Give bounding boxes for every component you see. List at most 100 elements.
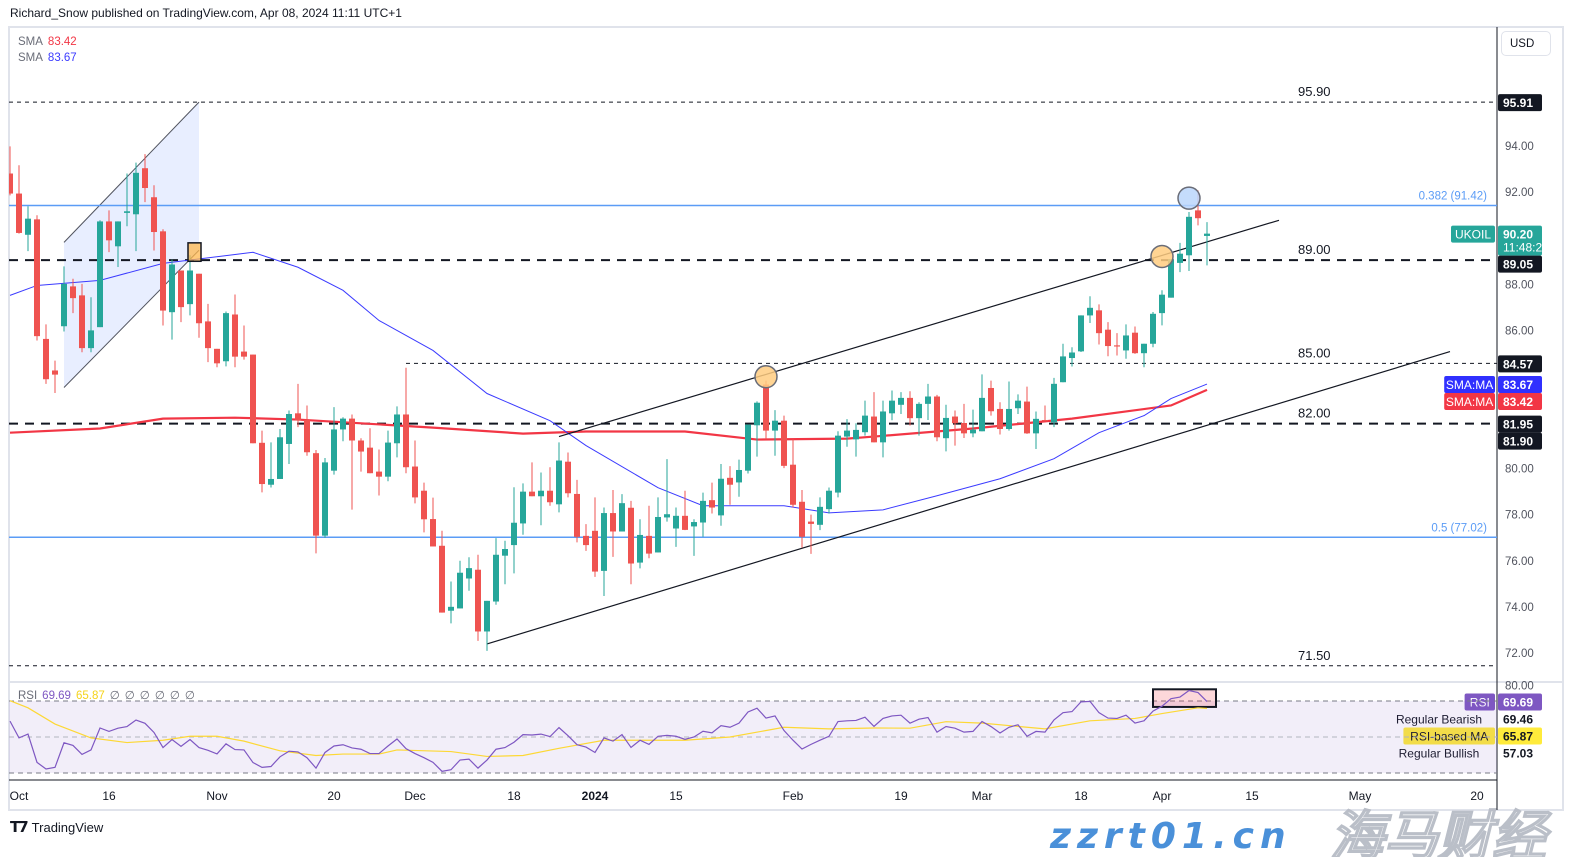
candle[interactable]	[475, 554, 481, 641]
legend-sma-slow[interactable]: SMA 83.42	[18, 34, 77, 50]
candle[interactable]	[574, 479, 580, 543]
candle[interactable]	[1033, 411, 1039, 450]
candle[interactable]	[1168, 259, 1174, 298]
rsi-legend[interactable]: RSI 69.69 65.87 ∅ ∅ ∅ ∅ ∅ ∅	[18, 688, 200, 702]
axis-badge[interactable]: 89.05	[1498, 255, 1542, 273]
candle[interactable]	[718, 463, 724, 526]
candle[interactable]	[871, 392, 877, 443]
candle[interactable]	[124, 173, 130, 227]
tradingview-logo[interactable]: T7 TradingView	[10, 818, 103, 836]
candle[interactable]	[403, 367, 409, 474]
candle[interactable]	[664, 459, 670, 522]
rsi-divergence-box[interactable]	[1152, 688, 1217, 708]
candle[interactable]	[781, 415, 787, 469]
candle[interactable]	[520, 483, 526, 535]
candle[interactable]	[727, 466, 733, 505]
candle[interactable]	[106, 210, 112, 253]
candle[interactable]	[529, 462, 535, 497]
candle[interactable]	[1069, 347, 1075, 367]
candle[interactable]	[133, 162, 139, 252]
legend-sma-fast[interactable]: SMA 83.67	[18, 50, 77, 66]
candle[interactable]	[655, 497, 661, 553]
candle[interactable]	[250, 354, 256, 444]
candle[interactable]	[925, 383, 931, 420]
candle[interactable]	[709, 482, 715, 514]
candle[interactable]	[1105, 322, 1111, 357]
axis-badge[interactable]: 83.67 SMA:MA	[1444, 376, 1542, 394]
rsi-pane[interactable]	[9, 688, 1497, 774]
candle[interactable]	[43, 324, 49, 384]
candle[interactable]	[907, 391, 913, 426]
candle[interactable]	[142, 154, 148, 203]
candle[interactable]	[961, 403, 967, 438]
candle[interactable]	[736, 459, 742, 497]
candle[interactable]	[268, 442, 274, 488]
candle[interactable]	[457, 560, 463, 609]
candle[interactable]	[835, 431, 841, 498]
candle[interactable]	[997, 402, 1003, 435]
candle[interactable]	[466, 557, 472, 591]
candle[interactable]	[754, 401, 760, 457]
candle[interactable]	[1123, 324, 1129, 359]
candle[interactable]	[394, 406, 400, 458]
candle[interactable]	[862, 400, 868, 436]
candle[interactable]	[214, 348, 220, 368]
candle[interactable]	[1006, 381, 1012, 431]
candle[interactable]	[1096, 304, 1102, 345]
candle[interactable]	[97, 220, 103, 328]
axis-badge[interactable]: 81.90	[1498, 432, 1542, 450]
candle[interactable]	[178, 270, 184, 323]
candle[interactable]	[385, 430, 391, 482]
candle[interactable]	[646, 505, 652, 559]
candle[interactable]	[583, 524, 589, 551]
candle[interactable]	[439, 530, 445, 613]
candle[interactable]	[412, 440, 418, 504]
candle[interactable]	[286, 410, 292, 464]
candle[interactable]	[970, 409, 976, 438]
candle[interactable]	[1204, 222, 1210, 266]
candle[interactable]	[151, 185, 157, 251]
marker-circle[interactable]	[1150, 244, 1174, 269]
candle[interactable]	[52, 360, 58, 394]
candle[interactable]	[601, 507, 607, 596]
candle[interactable]	[1141, 343, 1147, 368]
candle[interactable]	[421, 482, 427, 533]
candle[interactable]	[988, 380, 994, 416]
axis-badge[interactable]: 95.91	[1498, 94, 1542, 112]
axis-badge[interactable]: 83.42 SMA:MA	[1444, 393, 1542, 411]
candle[interactable]	[1114, 333, 1120, 356]
candle[interactable]	[1042, 405, 1048, 422]
candle[interactable]	[673, 507, 679, 547]
marker-circle[interactable]	[1177, 186, 1201, 210]
candle[interactable]	[1132, 326, 1138, 354]
flag-channel-lower-line[interactable]	[63, 249, 200, 388]
candle[interactable]	[115, 221, 121, 268]
rsi-line[interactable]	[9, 689, 1208, 773]
currency-button[interactable]: USD	[1501, 31, 1551, 56]
candle[interactable]	[556, 442, 562, 513]
candle[interactable]	[898, 392, 904, 415]
candle[interactable]	[610, 490, 616, 557]
candle[interactable]	[1015, 394, 1021, 415]
candle[interactable]	[979, 374, 985, 432]
axis-badge[interactable]: 69.46 Regular Bearish	[1383, 710, 1542, 728]
candle[interactable]	[70, 278, 76, 314]
candle[interactable]	[367, 428, 373, 474]
candle[interactable]	[493, 538, 499, 605]
axis-badge[interactable]: 57.03 Regular Bullish	[1383, 744, 1542, 762]
candle[interactable]	[952, 410, 958, 446]
candle[interactable]	[1159, 290, 1165, 326]
candle[interactable]	[169, 259, 175, 340]
candle[interactable]	[88, 297, 94, 353]
candle[interactable]	[1186, 211, 1192, 271]
candle[interactable]	[223, 311, 229, 367]
candle[interactable]	[943, 404, 949, 452]
candle[interactable]	[817, 497, 823, 531]
candle[interactable]	[619, 494, 625, 532]
flag-channel-upper-line[interactable]	[63, 101, 200, 243]
candle[interactable]	[700, 492, 706, 537]
candle[interactable]	[547, 467, 553, 506]
main-pane[interactable]: 0.382 (91.42) 0.5 (77.02) 95.90 89.00 85.00 8…	[7, 84, 1497, 667]
